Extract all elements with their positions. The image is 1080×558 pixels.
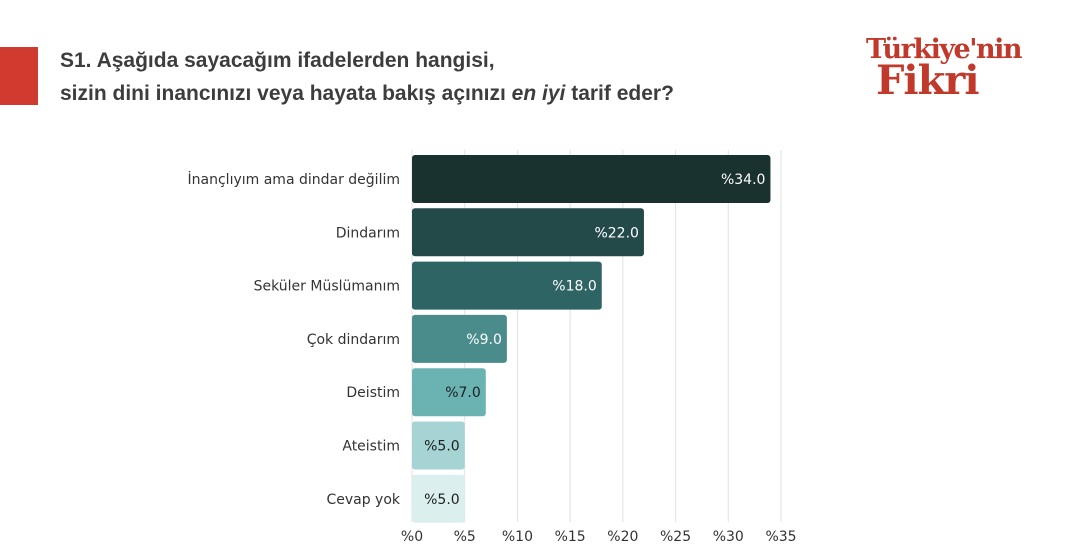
logo-line-2: Fikri: [876, 57, 980, 104]
category-label: İnançlıyım ama dindar değilim: [188, 170, 400, 188]
x-tick-label: %10: [502, 529, 533, 545]
data-label: %7.0: [445, 385, 481, 401]
bar: [412, 368, 486, 417]
x-tick-label: %30: [713, 529, 744, 545]
x-tick-label: %20: [607, 529, 638, 545]
title-accent-block: [0, 47, 38, 105]
category-label: Ateistim: [342, 439, 400, 455]
category-label: Deistim: [346, 385, 400, 401]
bar: [412, 261, 602, 310]
data-label: %18.0: [552, 279, 596, 295]
bar: [412, 421, 465, 470]
title-line-2-end: tarif eder?: [565, 82, 674, 105]
category-label: Çok dindarım: [307, 332, 400, 348]
title-line-2-emphasis: en iyi: [511, 82, 566, 105]
x-tick-label: %5: [454, 529, 476, 545]
chart-title: S1. Aşağıda sayacağım ifadelerden hangis…: [60, 44, 674, 110]
data-label: %34.0: [721, 172, 765, 188]
logo-line-1: Türkiye'nin: [866, 34, 1022, 65]
data-label: %5.0: [424, 439, 460, 455]
bar: [412, 474, 465, 523]
data-label: %22.0: [594, 225, 638, 241]
x-tick-label: %35: [765, 529, 796, 545]
category-label: Dindarım: [336, 225, 400, 241]
category-label: Cevap yok: [326, 492, 400, 508]
x-tick-label: %15: [555, 529, 586, 545]
category-label: Seküler Müslümanım: [254, 279, 400, 295]
bar: [412, 314, 507, 363]
bar: [412, 208, 644, 257]
brand-logo: Türkiye'nin Fikri: [866, 36, 1026, 101]
title-line-1: S1. Aşağıda sayacağım ifadelerden hangis…: [60, 49, 495, 72]
x-tick-label: %0: [401, 529, 423, 545]
title-line-2-start: sizin dini inancınızı veya hayata bakış …: [60, 82, 512, 105]
bar: [412, 155, 771, 203]
data-label: %5.0: [424, 492, 460, 508]
x-tick-label: %25: [660, 529, 691, 545]
data-label: %9.0: [466, 332, 502, 348]
